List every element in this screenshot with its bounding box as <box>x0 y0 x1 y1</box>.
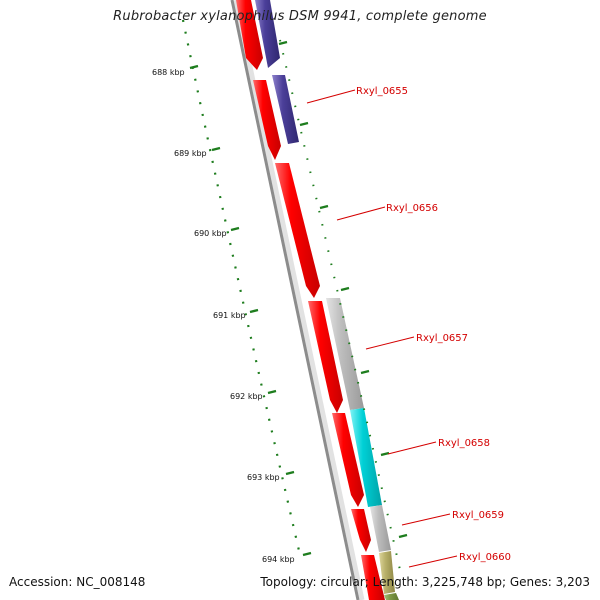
cds-feature <box>351 509 371 552</box>
gene-label-rxyl-0660[interactable]: Rxyl_0660 <box>459 552 511 563</box>
scale-label-690: 690 kbp <box>194 229 227 238</box>
gene-feature <box>384 593 399 600</box>
gene-track <box>255 0 399 600</box>
gene-label-rxyl-0655[interactable]: Rxyl_0655 <box>356 86 408 97</box>
gene-feature <box>255 0 280 68</box>
scale-label-688: 688 kbp <box>152 68 185 77</box>
scale-label-691: 691 kbp <box>213 311 246 320</box>
gene-feature <box>326 298 364 410</box>
gene-label-rxyl-0656[interactable]: Rxyl_0656 <box>386 203 438 214</box>
gene-feature <box>379 551 395 594</box>
gene-feature <box>350 408 382 507</box>
cds-track <box>236 0 385 600</box>
scale-label-694: 694 kbp <box>262 555 295 564</box>
backbone-shadow <box>233 0 365 600</box>
major-ticks <box>189 64 312 557</box>
cds-feature <box>253 80 281 160</box>
scale-label-689: 689 kbp <box>174 149 207 158</box>
label-connectors <box>306 89 458 568</box>
cds-feature <box>361 555 385 600</box>
cds-feature <box>275 163 320 298</box>
genome-backbone <box>230 0 360 600</box>
outer-ticks <box>278 40 408 539</box>
cds-feature <box>332 413 364 507</box>
scale-label-692: 692 kbp <box>230 392 263 401</box>
gene-label-rxyl-0659[interactable]: Rxyl_0659 <box>452 510 504 521</box>
accession-text: Accession: NC_008148 <box>9 575 146 589</box>
gene-feature <box>272 75 299 144</box>
topology-text: Topology: circular; Length: 3,225,748 bp… <box>260 575 590 589</box>
gene-label-rxyl-0658[interactable]: Rxyl_0658 <box>438 438 490 449</box>
gene-label-rxyl-0657[interactable]: Rxyl_0657 <box>416 333 468 344</box>
cds-feature <box>308 301 343 413</box>
gene-feature <box>370 505 391 552</box>
scale-label-693: 693 kbp <box>247 473 280 482</box>
map-title: Rubrobacter xylanophilus DSM 9941, compl… <box>113 9 487 24</box>
cds-feature <box>236 0 263 70</box>
